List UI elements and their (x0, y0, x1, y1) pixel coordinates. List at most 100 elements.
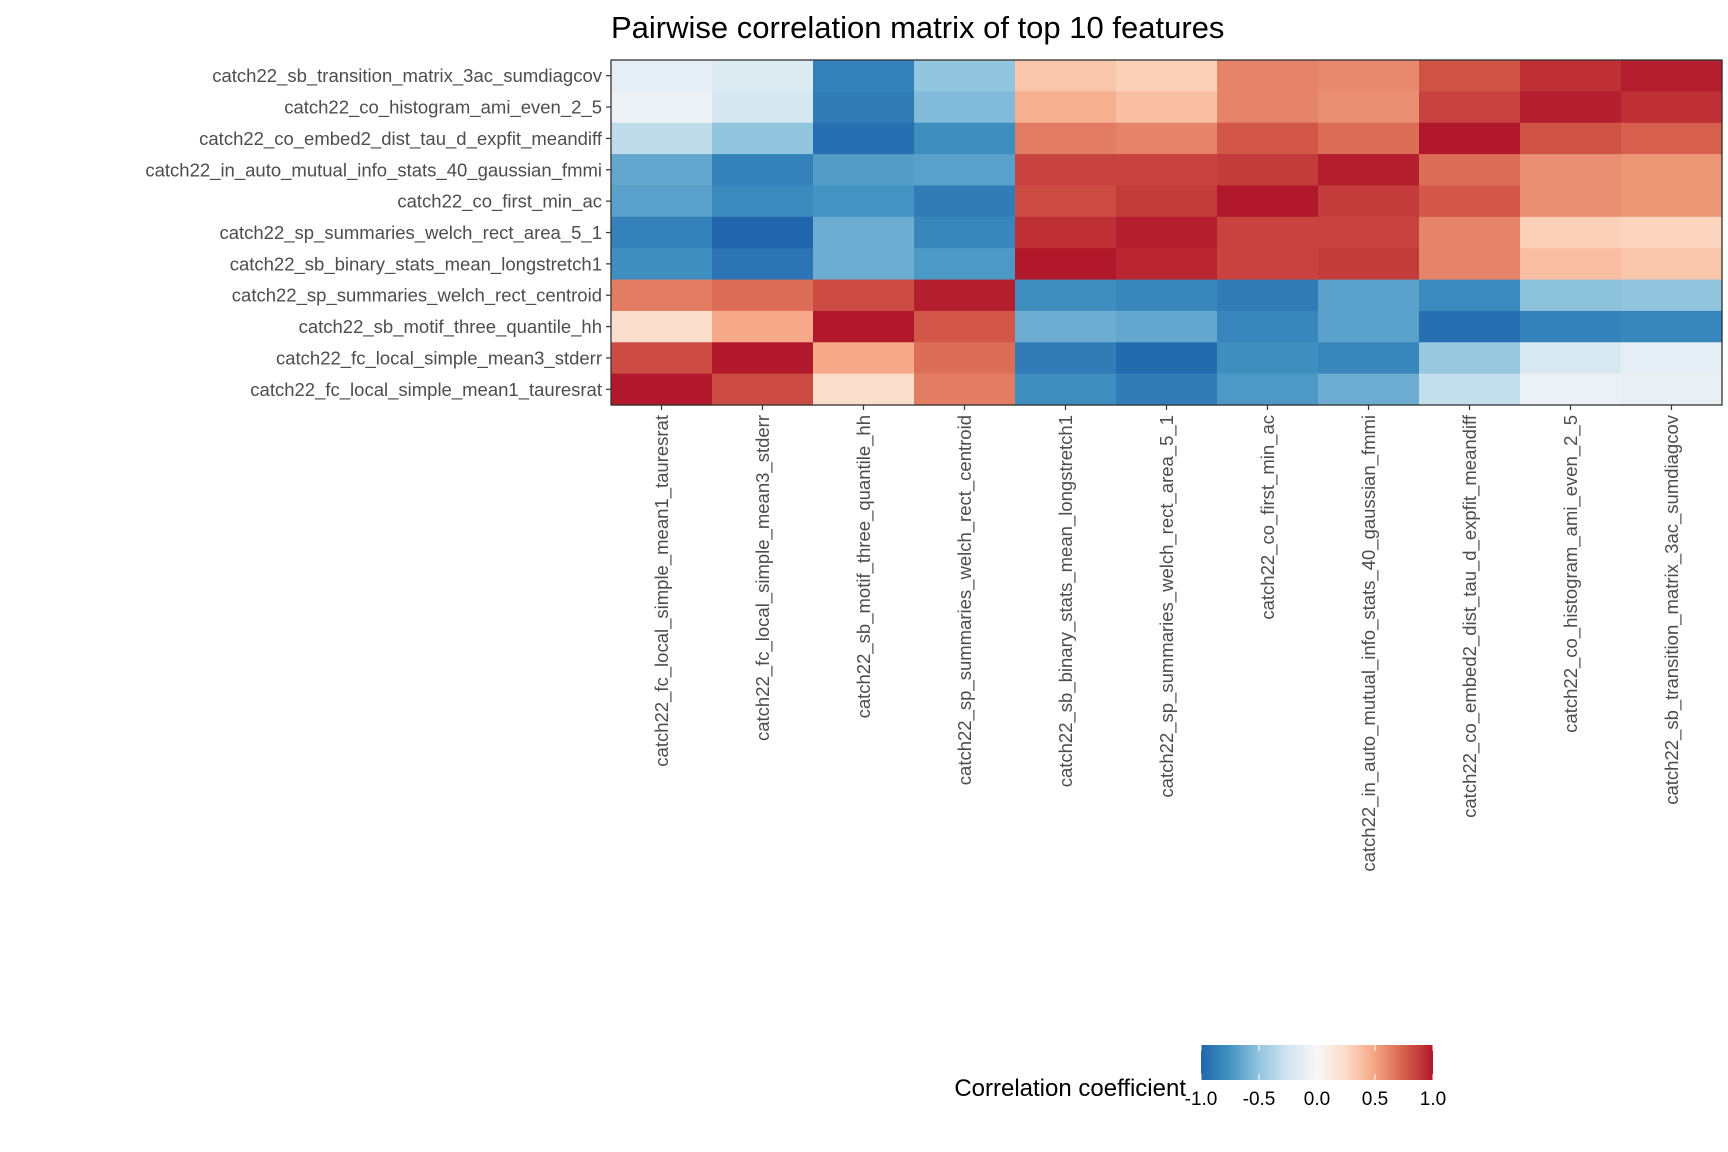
heatmap-cell (813, 373, 915, 406)
heatmap-cell (1015, 373, 1117, 406)
heatmap-cell (1419, 154, 1521, 187)
heatmap-cell (914, 216, 1016, 249)
y-axis: catch22_sb_transition_matrix_3ac_sumdiag… (145, 65, 611, 401)
heatmap-cell (1116, 310, 1218, 343)
heatmap-cell (1520, 310, 1622, 343)
heatmap-cell (1419, 279, 1521, 312)
x-tick-label: catch22_co_embed2_dist_tau_d_expfit_mean… (1459, 414, 1481, 818)
heatmap-cell (1217, 154, 1319, 187)
x-tick-label: catch22_co_histogram_ami_even_2_5 (1560, 415, 1582, 733)
x-tick-label: catch22_sb_binary_stats_mean_longstretch… (1055, 415, 1077, 787)
heatmap-cell (611, 248, 713, 281)
heatmap-cell (712, 248, 814, 281)
x-tick-label: catch22_fc_local_simple_mean3_stderr (752, 415, 774, 741)
heatmap-cell (1318, 154, 1420, 187)
x-tick-label: catch22_sp_summaries_welch_rect_centroid (954, 415, 976, 785)
heatmap-cell (1621, 154, 1723, 187)
heatmap-cell (1217, 122, 1319, 155)
heatmap-cell (1621, 342, 1723, 375)
x-axis: catch22_fc_local_simple_mean1_tauresrat c… (651, 405, 1683, 872)
color-legend: Correlation coefficient -1.0 -0.5 0.0 0.5 1.… (954, 1045, 1446, 1110)
heatmap-cell (1116, 373, 1218, 406)
heatmap-cell (611, 216, 713, 249)
heatmap-cell (1318, 91, 1420, 124)
heatmap-cells (611, 60, 1723, 406)
heatmap-cell (1419, 122, 1521, 155)
heatmap-cell (1621, 248, 1723, 281)
heatmap-cell (1520, 154, 1622, 187)
heatmap-cell (1621, 60, 1723, 92)
heatmap-cell (1116, 91, 1218, 124)
heatmap-cell (1217, 248, 1319, 281)
heatmap-cell (813, 310, 915, 343)
heatmap-cell (1217, 279, 1319, 312)
heatmap-cell (1116, 154, 1218, 187)
heatmap-cell (611, 154, 713, 187)
heatmap-cell (1520, 122, 1622, 155)
heatmap-cell (1116, 216, 1218, 249)
heatmap-cell (813, 279, 915, 312)
legend-tick-label: 0.0 (1304, 1089, 1330, 1110)
heatmap-cell (1419, 216, 1521, 249)
heatmap-cell (1217, 60, 1319, 92)
heatmap-cell (1015, 248, 1117, 281)
y-tick-label: catch22_fc_local_simple_mean1_tauresrat (250, 379, 602, 401)
heatmap-cell (611, 60, 713, 92)
heatmap-cell (1520, 216, 1622, 249)
heatmap-cell (1217, 310, 1319, 343)
heatmap-cell (1419, 91, 1521, 124)
heatmap-cell (1217, 216, 1319, 249)
heatmap-cell (712, 310, 814, 343)
heatmap-cell (712, 185, 814, 218)
legend-tick-label: 0.5 (1362, 1089, 1388, 1110)
y-tick-label: catch22_sb_motif_three_quantile_hh (299, 316, 602, 338)
y-tick-label: catch22_in_auto_mutual_info_stats_40_gau… (145, 159, 602, 181)
heatmap-cell (1116, 342, 1218, 375)
y-tick-label: catch22_sb_binary_stats_mean_longstretch… (230, 253, 602, 275)
y-tick-label: catch22_sb_transition_matrix_3ac_sumdiag… (212, 65, 602, 87)
heatmap-cell (914, 91, 1016, 124)
heatmap-cell (1217, 185, 1319, 218)
legend-tick-label: -0.5 (1243, 1089, 1276, 1110)
heatmap-cell (1015, 60, 1117, 92)
y-tick-label: catch22_co_first_min_ac (397, 191, 602, 213)
heatmap-cell (1419, 373, 1521, 406)
heatmap-cell (914, 342, 1016, 375)
heatmap-cell (1419, 342, 1521, 375)
x-tick-label: catch22_sb_motif_three_quantile_hh (853, 415, 875, 718)
heatmap-cell (1520, 60, 1622, 92)
heatmap-cell (1116, 248, 1218, 281)
y-tick-label: catch22_co_embed2_dist_tau_d_expfit_mean… (199, 128, 603, 150)
heatmap-cell (914, 60, 1016, 92)
heatmap-cell (1318, 216, 1420, 249)
heatmap-cell (813, 122, 915, 155)
heatmap-cell (1419, 185, 1521, 218)
heatmap-cell (813, 342, 915, 375)
heatmap-cell (914, 154, 1016, 187)
heatmap-cell (611, 342, 713, 375)
heatmap-cell (1015, 342, 1117, 375)
heatmap-cell (1520, 185, 1622, 218)
heatmap-cell (1520, 279, 1622, 312)
heatmap-cell (1621, 185, 1723, 218)
heatmap-cell (813, 154, 915, 187)
heatmap-cell (1116, 122, 1218, 155)
heatmap-cell (914, 248, 1016, 281)
heatmap-cell (712, 279, 814, 312)
legend-title: Correlation coefficient (954, 1075, 1186, 1102)
x-tick-label: catch22_co_first_min_ac (1257, 415, 1279, 620)
heatmap-cell (1318, 122, 1420, 155)
heatmap-cell (1015, 216, 1117, 249)
y-tick-label: catch22_sp_summaries_welch_rect_centroid (232, 285, 602, 307)
heatmap-cell (914, 122, 1016, 155)
heatmap-cell (1621, 373, 1723, 406)
heatmap-cell (813, 91, 915, 124)
heatmap-cell (1520, 91, 1622, 124)
heatmap-cell (1116, 279, 1218, 312)
heatmap-cell (712, 216, 814, 249)
heatmap-cell (914, 279, 1016, 312)
heatmap-cell (1015, 154, 1117, 187)
heatmap-cell (611, 185, 713, 218)
heatmap-cell (1217, 373, 1319, 406)
heatmap-cell (1116, 185, 1218, 218)
